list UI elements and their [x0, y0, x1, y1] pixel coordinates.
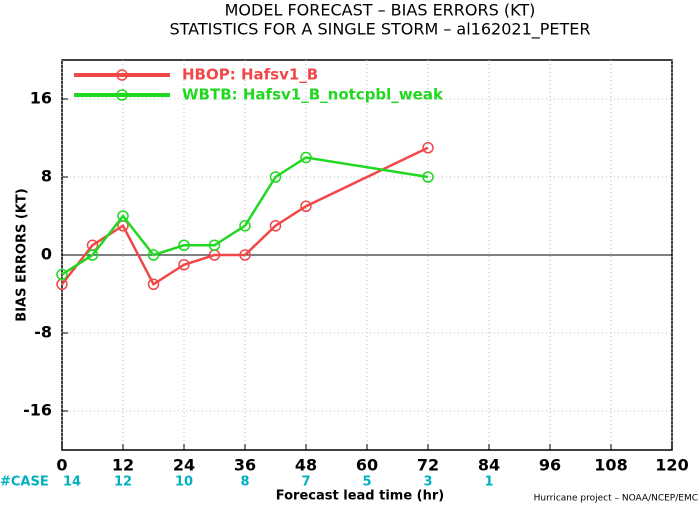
- x-tick-label: 108: [594, 456, 627, 475]
- y-tick-label: 8: [41, 167, 52, 186]
- data-point: [117, 210, 129, 222]
- footer: Hurricane project – NOAA/NCEP/EMC: [534, 494, 698, 504]
- data-point: [178, 259, 190, 271]
- x-tick-label: 12: [112, 456, 134, 475]
- x-tick-label: 96: [539, 456, 561, 475]
- data-point: [147, 249, 160, 261]
- case-count: 10: [175, 475, 193, 490]
- x-tick-label: 24: [173, 456, 195, 475]
- y-tick-label: -16: [23, 401, 52, 420]
- case-count: 5: [362, 475, 371, 490]
- case-count: 14: [63, 475, 81, 490]
- case-count: 1: [484, 475, 493, 490]
- y-axis-label: BIAS ERRORS (KT): [15, 188, 30, 321]
- case-count: 8: [240, 475, 249, 490]
- data-point: [269, 220, 282, 232]
- x-tick-label: 72: [417, 456, 439, 475]
- y-tick-label: 0: [41, 245, 52, 264]
- data-point: [239, 249, 251, 261]
- data-point: [300, 151, 312, 164]
- data-point: [56, 268, 68, 281]
- x-tick-label: 0: [56, 456, 67, 475]
- data-point: [300, 200, 312, 212]
- legend-label: WBTB: Hafsv1_B_notcpbl_weak: [182, 86, 444, 104]
- legend-marker: [116, 89, 128, 101]
- x-tick-label: 84: [478, 456, 500, 475]
- data-point: [269, 171, 282, 183]
- x-tick-label: 48: [295, 456, 317, 475]
- data-point: [422, 171, 434, 183]
- legend-label: HBOP: Hafsv1_B: [182, 66, 318, 84]
- data-point: [208, 239, 221, 251]
- data-point: [178, 239, 190, 251]
- case-count: 3: [423, 475, 432, 490]
- x-axis-label: Forecast lead time (hr): [276, 489, 444, 504]
- case-count: 7: [301, 475, 310, 490]
- chart-title: MODEL FORECAST – BIAS ERRORS (KT): [225, 1, 536, 20]
- case-count: 12: [114, 475, 132, 490]
- data-point: [147, 278, 160, 290]
- chart-subtitle: STATISTICS FOR A SINGLE STORM – al162021…: [169, 20, 590, 40]
- legend-marker: [116, 69, 128, 81]
- data-point: [239, 220, 251, 232]
- case-label: #CASE: [0, 475, 49, 490]
- x-tick-label: 60: [356, 456, 378, 475]
- x-tick-label: 36: [234, 456, 256, 475]
- data-point: [86, 249, 99, 261]
- y-tick-label: 16: [30, 89, 52, 108]
- x-tick-label: 120: [655, 456, 688, 475]
- y-tick-label: -8: [34, 323, 52, 342]
- data-point: [422, 142, 434, 154]
- series-line: [61, 156, 429, 276]
